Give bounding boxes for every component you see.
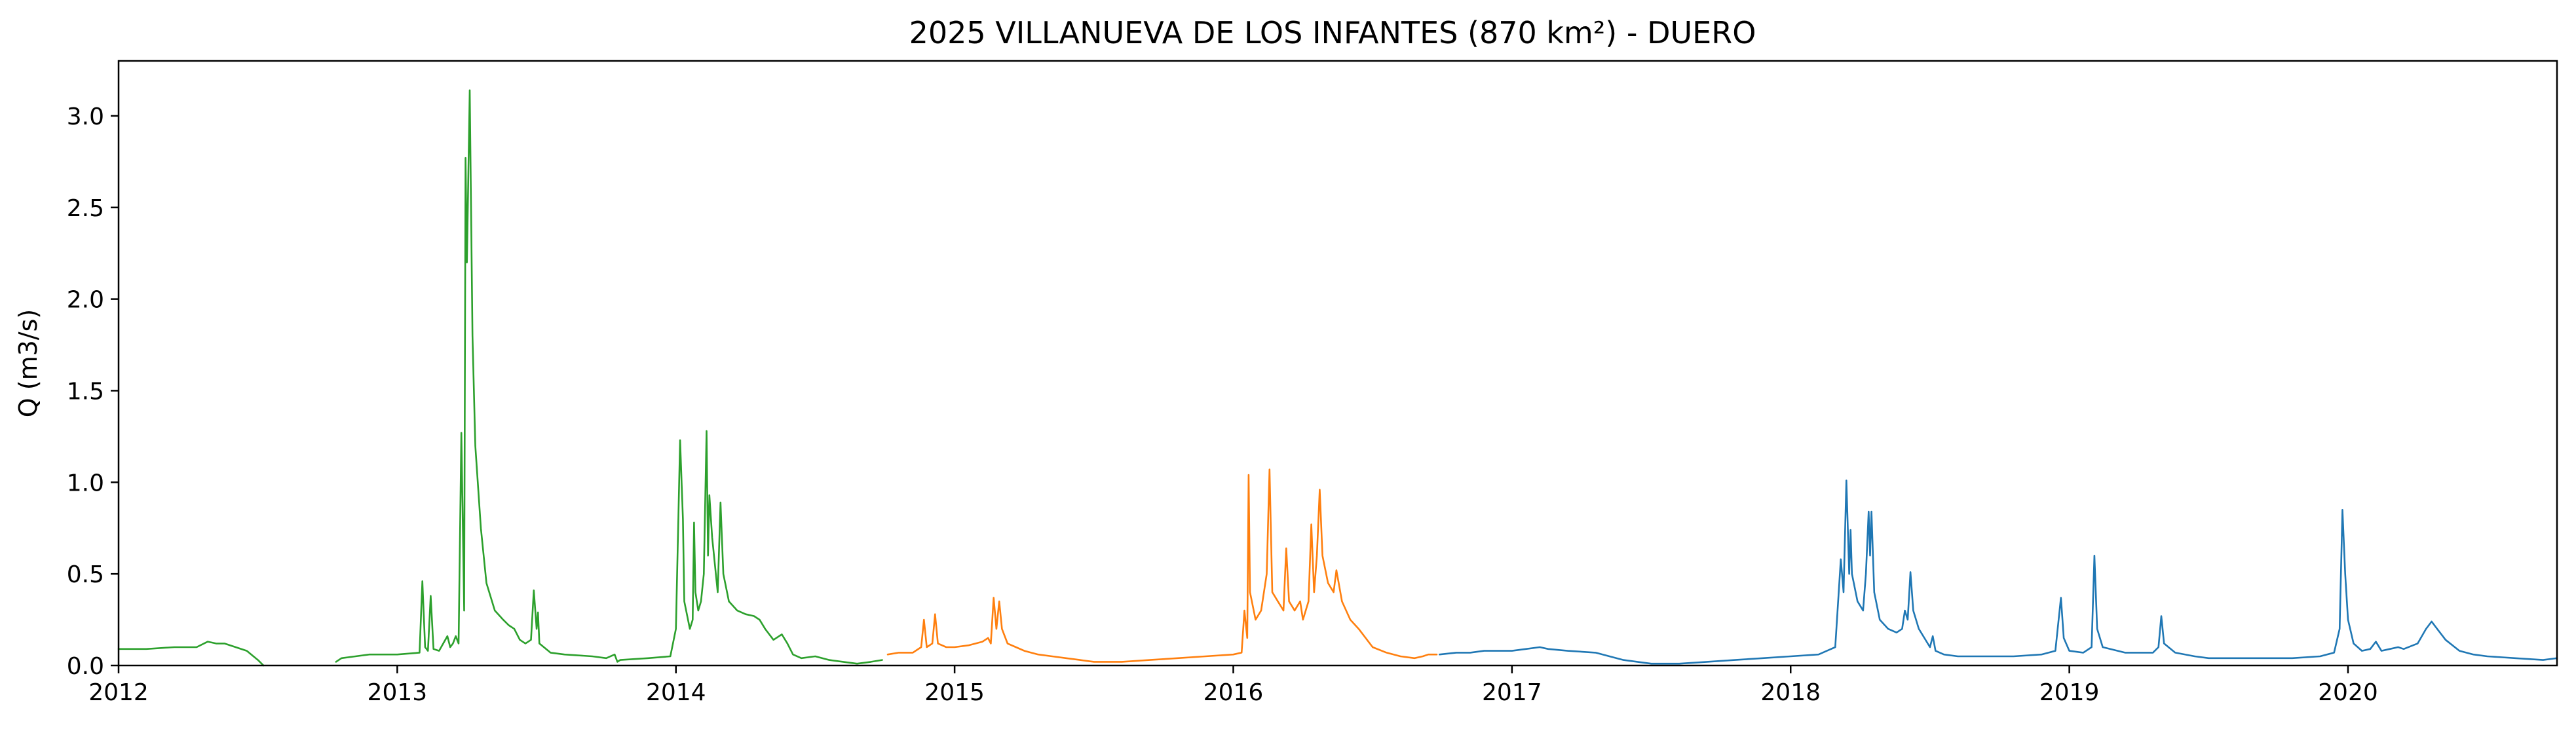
series-1-line-segment-1 <box>117 641 265 667</box>
y-axis-label: Q (m3/s) <box>14 309 43 417</box>
x-tick-label: 2019 <box>2039 679 2100 706</box>
series-1-line-segment-2 <box>335 89 883 665</box>
plot-frame <box>117 60 2558 667</box>
y-tick-label: 0.0 <box>67 653 104 680</box>
x-tick-label: 2016 <box>1203 679 1264 706</box>
x-tick-label: 2015 <box>924 679 985 706</box>
x-tick-label: 2014 <box>646 679 706 706</box>
y-tick-label: 2.0 <box>67 287 104 314</box>
y-tick-label: 0.5 <box>67 561 104 588</box>
y-tick-label: 2.5 <box>67 195 104 222</box>
series-layer <box>117 89 2558 667</box>
y-axis-ticks: 0.0 0.5 1.0 1.5 2.0 2.5 3.0 <box>67 103 119 680</box>
y-tick-label: 1.5 <box>67 378 104 405</box>
series-3-line-segment-1 <box>1439 479 2558 665</box>
x-tick-label: 2012 <box>88 679 149 706</box>
x-tick-label: 2020 <box>2318 679 2378 706</box>
x-tick-label: 2018 <box>1760 679 1821 706</box>
series-2-line-segment-1 <box>886 468 1438 663</box>
x-tick-label: 2017 <box>1482 679 1542 706</box>
x-axis-ticks: 2012 2013 2014 2015 2016 2017 2018 2019 2020 <box>88 665 2378 706</box>
y-tick-label: 3.0 <box>67 103 104 130</box>
y-tick-label: 1.0 <box>67 470 104 497</box>
chart-title: 2025 VILLANUEVA DE LOS INFANTES (870 km²… <box>909 15 1756 50</box>
x-tick-label: 2013 <box>368 679 428 706</box>
